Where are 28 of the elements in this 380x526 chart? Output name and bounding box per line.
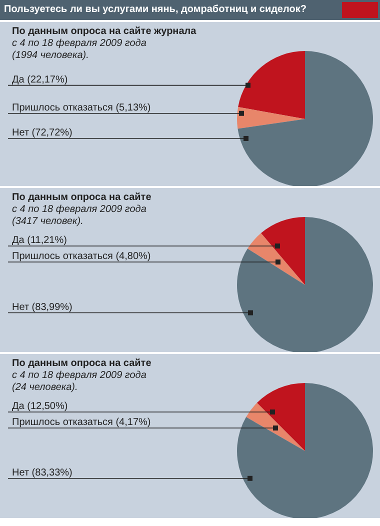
text: с 4 по 18 февраля 2009 года xyxy=(12,204,148,216)
pie-slice xyxy=(246,402,305,451)
pie-slice xyxy=(237,383,373,518)
text: (1994 человека). xyxy=(12,50,90,62)
slice-label: Да (11,21%) xyxy=(12,235,67,246)
pie-slice xyxy=(238,51,305,119)
text: с 4 по 18 февраля 2009 года xyxy=(12,370,148,382)
text: По данным опроса на сайте xyxy=(12,192,152,204)
slice-label: Пришлось отказаться (4,80%) xyxy=(12,251,151,262)
pie-slice xyxy=(238,51,373,186)
pie-slice xyxy=(248,233,305,285)
slice-label: Нет (83,33%) xyxy=(12,467,72,478)
text: (24 человека). xyxy=(12,382,79,394)
text: По данным опроса на сайте журнала xyxy=(12,26,196,38)
slice-label: Да (12,50%) xyxy=(12,401,68,412)
slice-label: Нет (83,99%) xyxy=(12,302,72,313)
pie-slice xyxy=(237,217,373,352)
slice-label: Да (22,17%) xyxy=(12,74,68,86)
text: (3417 человек). xyxy=(12,216,84,228)
chart-title: Пользуетесь ли вы услугами нянь, домработниц и сиделок? xyxy=(4,4,306,15)
slice-label: Пришлось отказаться (5,13%) xyxy=(12,102,151,114)
text: с 4 по 18 февраля 2009 года xyxy=(12,38,148,50)
text: По данным опроса на сайте xyxy=(12,358,152,370)
slice-label: Нет (72,72%) xyxy=(12,127,72,138)
slice-label: Пришлось отказаться (4,17%) xyxy=(12,417,151,428)
pie-slice xyxy=(256,383,305,451)
pie-slice xyxy=(260,217,305,285)
pie-slice xyxy=(237,106,305,129)
